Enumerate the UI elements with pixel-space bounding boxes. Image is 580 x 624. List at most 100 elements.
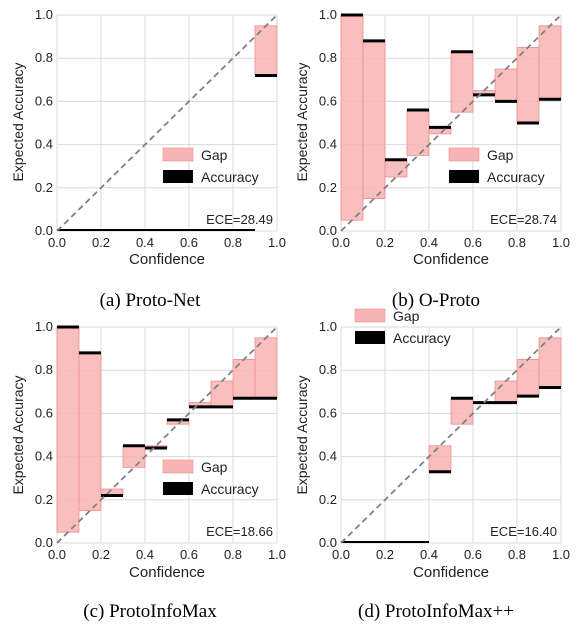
xlabel: Confidence: [129, 564, 205, 581]
y-tick-label: 0.8: [35, 362, 53, 377]
x-tick-label: 0.2: [376, 235, 394, 250]
legend-accuracy-label: Accuracy: [393, 330, 451, 346]
diagonal-line: [56, 14, 278, 232]
y-tick-label: 0.4: [35, 449, 53, 464]
plot-area: 0.0 0.2 0.4 0.6 0.8 1.0 0.0 0.2 0.4 0.6 0.8 1.0 Gap A…: [35, 7, 286, 250]
legend-accuracy-swatch: [355, 331, 385, 344]
diagonal-line: [340, 14, 562, 232]
gap-bar: [362, 40, 386, 199]
legend-gap-label: Gap: [487, 147, 514, 163]
y-tick-label: 0.4: [319, 449, 337, 464]
y-tick-label: 0.6: [35, 93, 53, 108]
ece-label: ECE=16.40: [490, 524, 557, 539]
gap-bar: [56, 326, 80, 533]
gap-bar: [78, 352, 102, 512]
x-tick-label: 0.6: [464, 235, 482, 250]
y-tick-label: 0.0: [35, 223, 53, 238]
panel-o-proto: Expected Accuracy Confidence (b) O-Proto…: [294, 7, 570, 311]
legend-accuracy-swatch: [163, 170, 193, 183]
xlabel: Confidence: [413, 251, 489, 268]
x-tick-label: 1.0: [552, 235, 570, 250]
panel-protoinfomax-plus: Expected Accuracy Confidence (d) ProtoIn…: [294, 308, 570, 622]
x-tick-label: 0.2: [92, 547, 110, 562]
y-tick-label: 0.2: [319, 492, 337, 507]
gap-bar: [254, 337, 278, 399]
x-tick-label: 0.4: [136, 235, 154, 250]
y-tick-label: 1.0: [35, 319, 53, 334]
legend-accuracy-label: Accuracy: [201, 169, 259, 185]
ece-label: ECE=28.74: [490, 212, 557, 227]
legend-accuracy-swatch: [163, 482, 193, 495]
x-tick-label: 0.6: [180, 235, 198, 250]
y-tick-label: 0.6: [319, 405, 337, 420]
x-tick-label: 0.6: [464, 547, 482, 562]
x-tick-label: 1.0: [268, 235, 286, 250]
caption: (c) ProtoInfoMax: [83, 601, 217, 622]
x-tick-label: 0.0: [332, 235, 350, 250]
panel-proto-net: Expected Accuracy Confidence (a) Proto-N…: [10, 7, 286, 311]
y-tick-label: 0.8: [319, 50, 337, 65]
gap-bar: [122, 445, 146, 468]
y-tick-label: 0.2: [35, 492, 53, 507]
gap-bar: [450, 51, 474, 113]
diagonal-line: [56, 326, 278, 544]
caption: (b) O-Proto: [392, 290, 480, 311]
legend-gap-label: Gap: [201, 147, 228, 163]
x-tick-label: 0.6: [180, 547, 198, 562]
y-tick-label: 0.8: [319, 362, 337, 377]
y-tick-label: 0.6: [35, 405, 53, 420]
gap-bar: [210, 380, 234, 408]
panel-protoinfomax: Expected Accuracy Confidence (c) ProtoIn…: [10, 319, 286, 622]
diagonal-line: [340, 326, 562, 544]
gap-bar: [232, 358, 256, 399]
gap-bar: [406, 109, 430, 156]
y-tick-label: 1.0: [319, 7, 337, 22]
ylabel: Expected Accuracy: [10, 375, 26, 494]
gap-bar: [340, 14, 364, 221]
gap-bar: [450, 397, 474, 425]
y-tick-label: 0.2: [319, 180, 337, 195]
ece-label: ECE=28.49: [206, 212, 273, 227]
gap-bar: [384, 159, 408, 178]
legend-gap-label: Gap: [201, 459, 228, 475]
legend-gap-label: Gap: [393, 308, 420, 324]
gap-bar: [494, 68, 518, 102]
xlabel: Confidence: [413, 564, 489, 581]
y-tick-label: 1.0: [319, 319, 337, 334]
plot-area: 0.0 0.2 0.4 0.6 0.8 1.0 0.0 0.2 0.4 0.6 0.8 1.0 Gap A…: [319, 308, 570, 562]
y-tick-label: 1.0: [35, 7, 53, 22]
x-tick-label: 1.0: [552, 547, 570, 562]
legend-gap-swatch: [354, 308, 386, 323]
y-tick-label: 0.6: [319, 93, 337, 108]
x-tick-label: 0.8: [508, 235, 526, 250]
x-tick-label: 0.4: [420, 235, 438, 250]
y-tick-label: 0.0: [35, 535, 53, 550]
x-tick-label: 1.0: [268, 547, 286, 562]
gap-bar: [428, 445, 452, 473]
xlabel: Confidence: [129, 251, 205, 268]
x-tick-label: 0.0: [332, 547, 350, 562]
legend-gap-swatch: [162, 147, 194, 162]
legend-accuracy-swatch: [449, 170, 479, 183]
gap-bar: [494, 380, 518, 404]
caption: (a) Proto-Net: [100, 290, 201, 311]
y-tick-label: 0.8: [35, 50, 53, 65]
plot-area: 0.0 0.2 0.4 0.6 0.8 1.0 0.0 0.2 0.4 0.6 0.8 1.0 Gap A…: [319, 7, 570, 250]
ece-label: ECE=18.66: [206, 524, 273, 539]
legend-accuracy-label: Accuracy: [201, 481, 259, 497]
x-tick-label: 0.8: [224, 547, 242, 562]
y-tick-label: 0.0: [319, 223, 337, 238]
y-tick-label: 0.0: [319, 535, 337, 550]
legend-accuracy-label: Accuracy: [487, 169, 545, 185]
y-tick-label: 0.4: [35, 137, 53, 152]
gap-bar: [516, 47, 540, 124]
x-tick-label: 0.2: [376, 547, 394, 562]
ylabel: Expected Accuracy: [10, 62, 26, 181]
legend-gap-swatch: [162, 459, 194, 474]
x-tick-label: 0.8: [224, 235, 242, 250]
x-tick-label: 0.8: [508, 547, 526, 562]
gap-bar: [516, 358, 540, 397]
x-tick-label: 0.0: [48, 235, 66, 250]
ylabel: Expected Accuracy: [294, 62, 310, 181]
